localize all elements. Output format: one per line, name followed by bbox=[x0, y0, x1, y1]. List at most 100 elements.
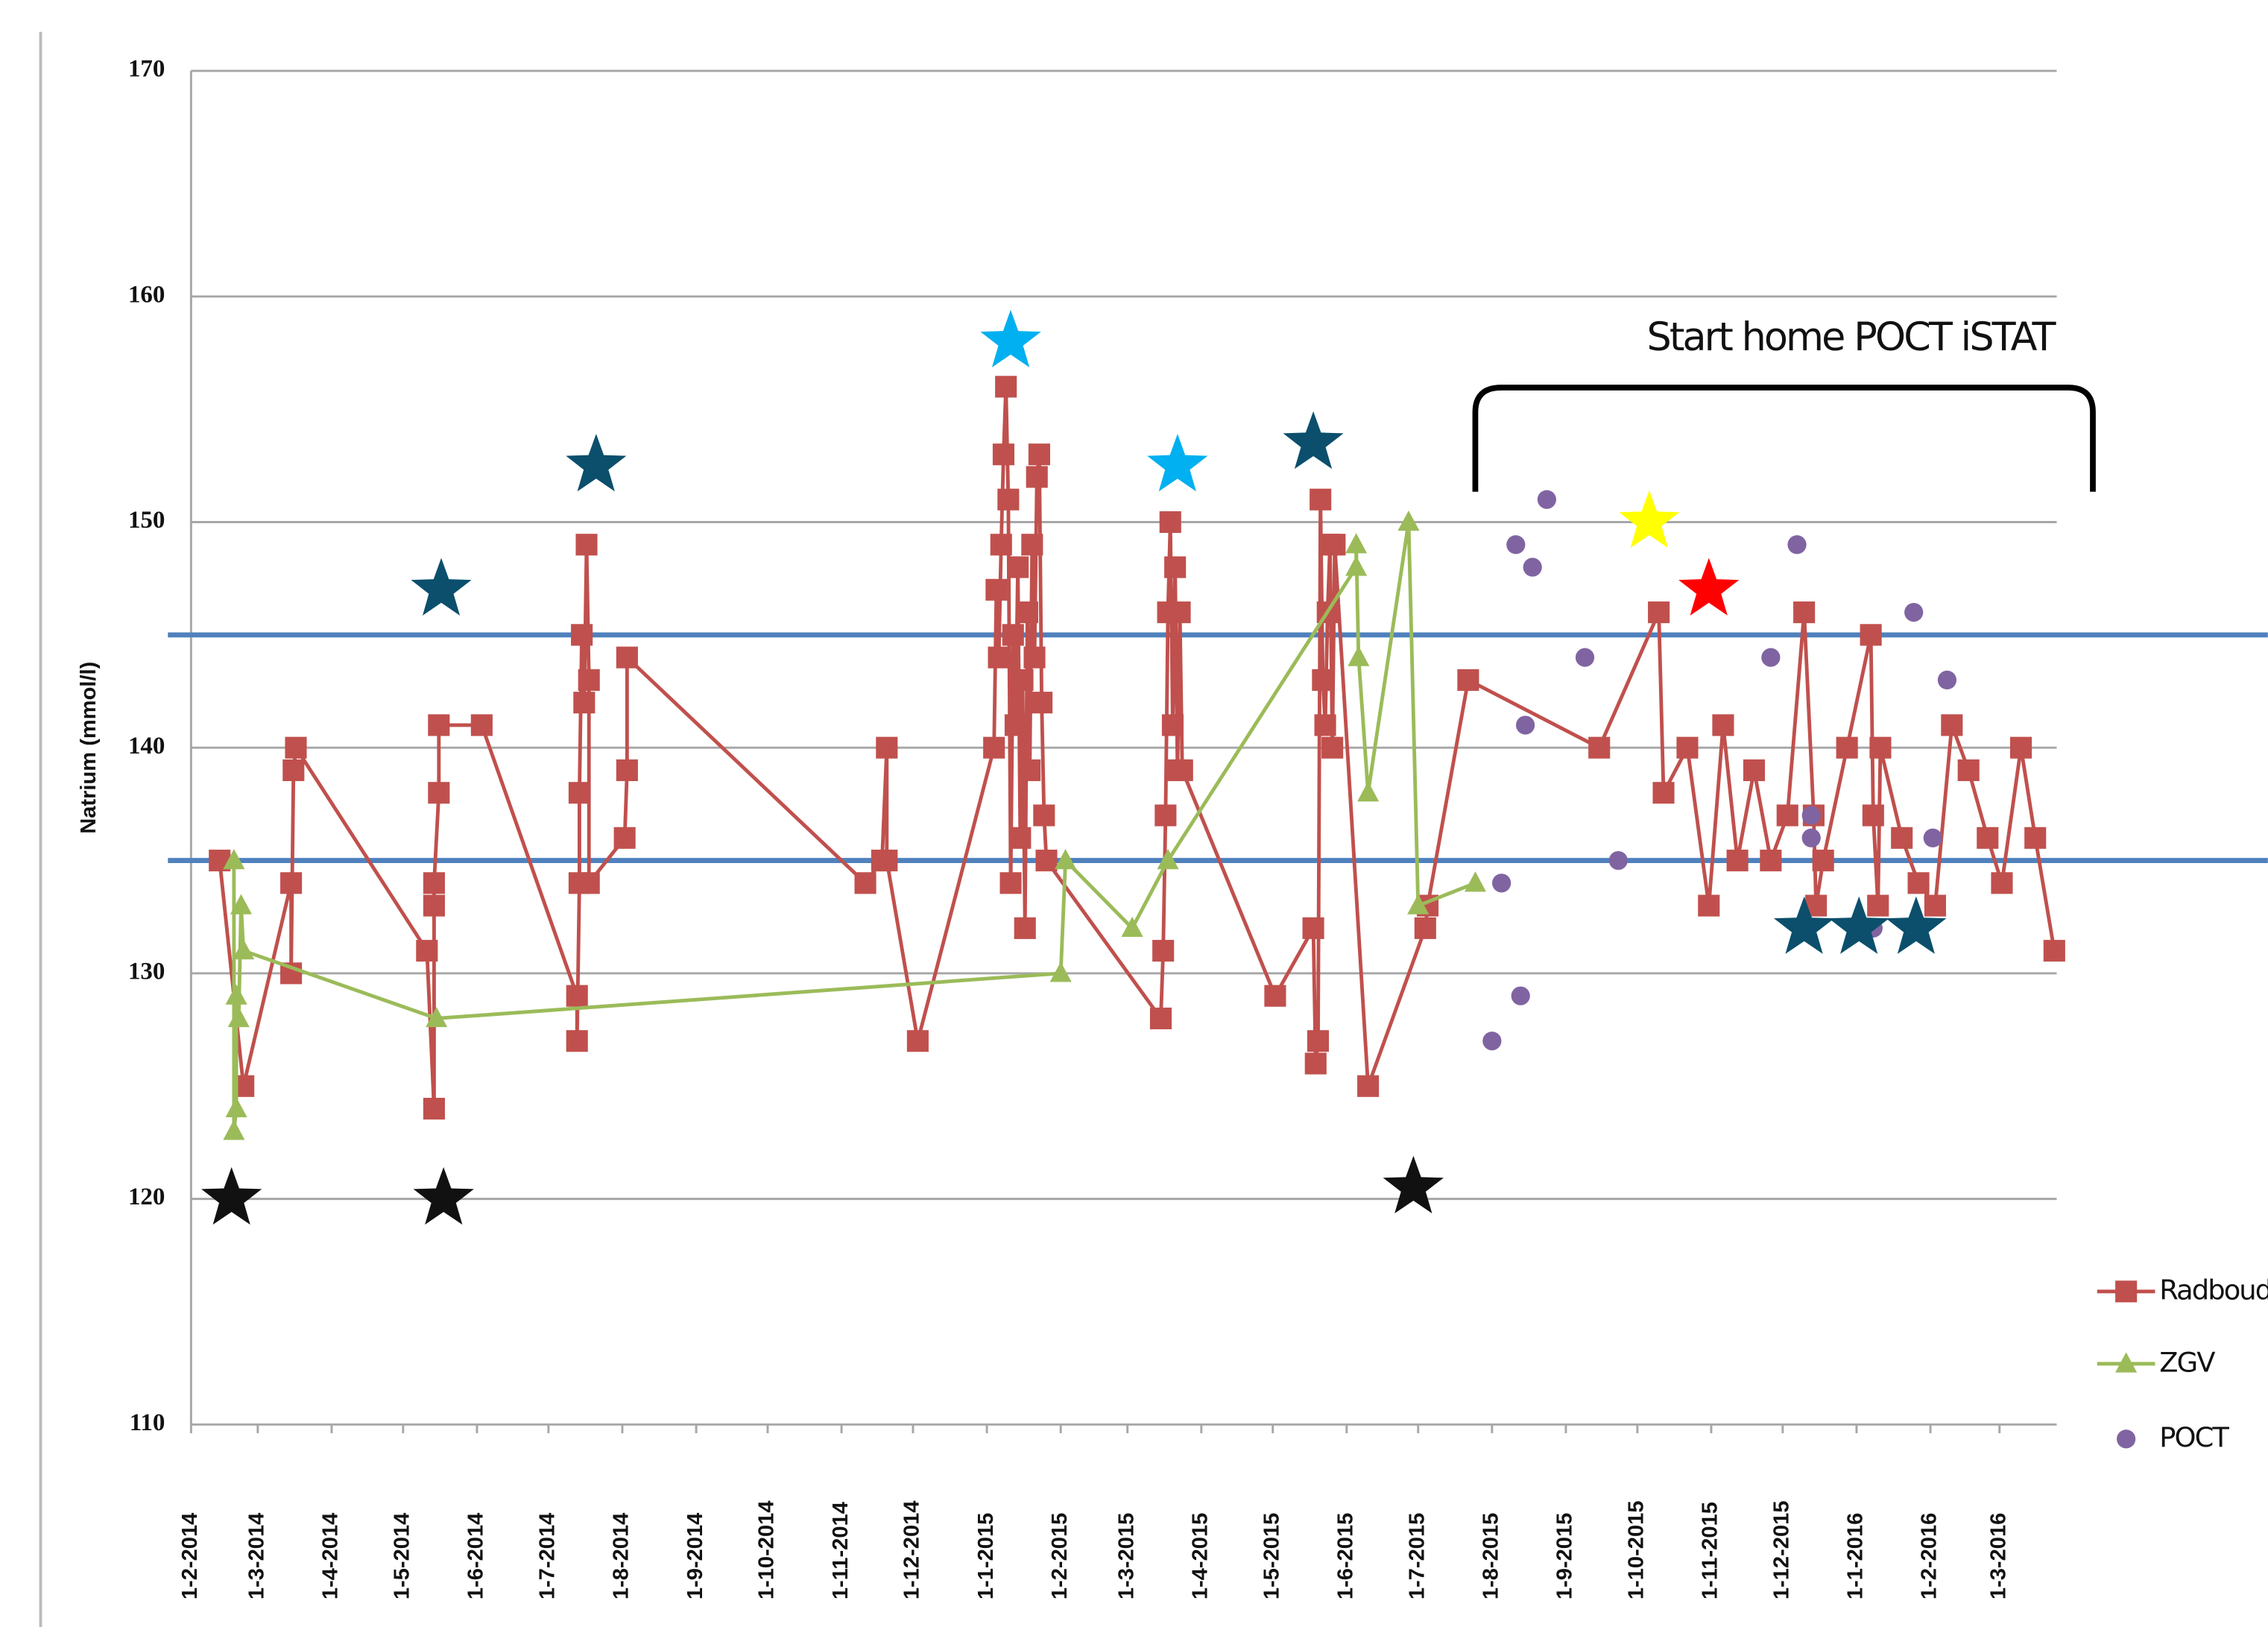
data-point bbox=[1345, 533, 1368, 554]
data-point bbox=[573, 692, 596, 714]
data-point bbox=[1312, 669, 1334, 691]
y-tick-label: 110 bbox=[130, 1409, 165, 1436]
data-point bbox=[1049, 961, 1072, 982]
y-tick-label: 160 bbox=[128, 281, 165, 308]
y-tick-label: 120 bbox=[128, 1184, 165, 1210]
data-point bbox=[223, 849, 245, 870]
data-point bbox=[1941, 714, 1963, 736]
x-tick-label: 1-5-2015 bbox=[1260, 1513, 1283, 1599]
star bbox=[980, 309, 1041, 367]
data-point bbox=[568, 782, 590, 804]
x-tick-label: 1-8-2015 bbox=[1479, 1513, 1503, 1599]
data-point bbox=[990, 534, 1012, 556]
data-point bbox=[1031, 692, 1053, 714]
data-point bbox=[1357, 1075, 1380, 1097]
data-point bbox=[1152, 940, 1175, 962]
data-point bbox=[470, 714, 493, 736]
y-axis-label: Natrium (mmol/l) bbox=[77, 662, 101, 834]
data-point bbox=[575, 534, 598, 556]
data-point bbox=[1307, 1030, 1330, 1052]
star bbox=[1828, 896, 1889, 954]
data-point bbox=[1324, 534, 1346, 556]
data-point bbox=[223, 1119, 245, 1140]
data-point bbox=[423, 1097, 445, 1120]
x-tick-label: 1-11-2014 bbox=[829, 1501, 853, 1599]
data-point bbox=[1159, 511, 1181, 534]
data-point bbox=[1511, 986, 1530, 1005]
data-point bbox=[280, 872, 303, 894]
data-point bbox=[1002, 624, 1024, 646]
data-point bbox=[1014, 917, 1036, 939]
data-point bbox=[1698, 894, 1720, 917]
legend-label: ZGV bbox=[2159, 1346, 2215, 1378]
x-tick-label: 1-7-2014 bbox=[536, 1512, 560, 1599]
data-point bbox=[854, 872, 876, 894]
legend-marker bbox=[2117, 1429, 2136, 1449]
data-point bbox=[997, 488, 1020, 511]
data-point bbox=[1652, 782, 1675, 804]
data-point bbox=[1055, 849, 1077, 870]
data-point bbox=[1726, 850, 1749, 872]
data-point bbox=[1776, 804, 1798, 827]
x-tick-label: 1-9-2015 bbox=[1553, 1513, 1577, 1599]
data-point bbox=[616, 759, 638, 782]
legend-label: POCT bbox=[2159, 1421, 2229, 1453]
data-point bbox=[1801, 828, 1821, 847]
data-point bbox=[1154, 804, 1177, 827]
x-tick-label: 1-11-2015 bbox=[1699, 1502, 1722, 1599]
x-tick-label: 1-2-2016 bbox=[1918, 1513, 1942, 1599]
data-point bbox=[1169, 601, 1191, 624]
data-point bbox=[1836, 736, 1858, 759]
data-point bbox=[1924, 894, 1947, 917]
x-tick-label: 1-12-2014 bbox=[900, 1500, 924, 1599]
data-point bbox=[233, 939, 255, 960]
data-point bbox=[906, 1030, 929, 1052]
data-point bbox=[1977, 827, 1999, 849]
y-tick-label: 140 bbox=[128, 733, 165, 759]
data-point bbox=[423, 872, 445, 894]
data-point bbox=[995, 376, 1017, 398]
data-point bbox=[1171, 759, 1193, 782]
data-point bbox=[566, 985, 588, 1007]
data-point bbox=[1712, 714, 1734, 736]
data-point bbox=[1793, 601, 1816, 624]
data-point bbox=[1923, 828, 1942, 847]
star bbox=[1886, 896, 1947, 954]
star bbox=[566, 434, 627, 492]
x-tick-label: 1-1-2015 bbox=[974, 1513, 998, 1599]
data-point bbox=[1937, 670, 1957, 690]
data-point bbox=[1035, 850, 1058, 872]
data-point bbox=[613, 827, 636, 849]
data-point bbox=[1575, 648, 1595, 667]
x-tick-label: 1-3-2016 bbox=[1986, 1513, 2010, 1599]
x-tick-label: 1-9-2014 bbox=[683, 1512, 707, 1599]
data-point bbox=[1907, 872, 1930, 894]
star bbox=[413, 1166, 474, 1225]
data-point bbox=[1033, 804, 1055, 827]
data-point bbox=[1991, 872, 2013, 894]
data-point bbox=[1414, 917, 1436, 939]
data-point bbox=[1891, 827, 1913, 849]
y-tick-label: 170 bbox=[128, 56, 165, 83]
data-point bbox=[225, 984, 247, 1005]
data-point bbox=[876, 850, 898, 872]
x-tick-label: 1-3-2015 bbox=[1114, 1513, 1138, 1599]
data-point bbox=[1264, 985, 1286, 1007]
data-point bbox=[1004, 714, 1027, 736]
data-point bbox=[1457, 669, 1479, 691]
data-point bbox=[1314, 714, 1336, 736]
data-point bbox=[1009, 827, 1032, 849]
data-point bbox=[1608, 850, 1628, 871]
data-point bbox=[1537, 490, 1556, 509]
star bbox=[1619, 490, 1680, 549]
star bbox=[1383, 1155, 1444, 1214]
data-point bbox=[1812, 850, 1834, 872]
data-point bbox=[1348, 645, 1370, 666]
x-tick-label: 1-10-2014 bbox=[755, 1500, 779, 1599]
data-point bbox=[571, 624, 593, 646]
data-point bbox=[1761, 648, 1781, 667]
data-point bbox=[1007, 556, 1029, 578]
data-point bbox=[876, 736, 898, 759]
x-tick-label: 1-5-2014 bbox=[391, 1512, 414, 1599]
